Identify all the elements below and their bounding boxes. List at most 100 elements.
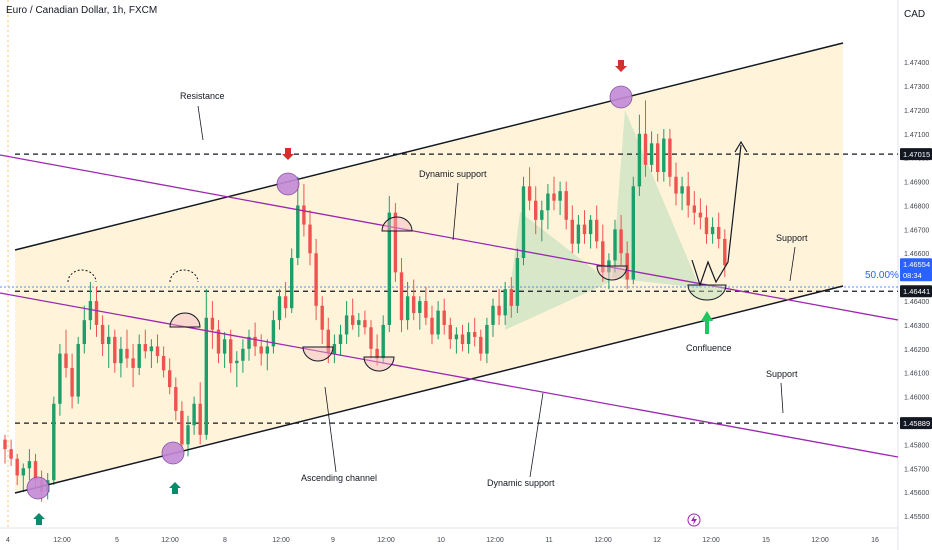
candle [424, 286, 428, 325]
y-tick-label: 1.47200 [904, 108, 929, 115]
x-tick-label: 12:00 [377, 537, 395, 544]
candle [64, 329, 68, 378]
candle [570, 205, 574, 254]
x-tick-label: 16 [871, 537, 879, 544]
touch-marker-circle [609, 85, 633, 109]
candle [485, 317, 489, 364]
candle [15, 453, 19, 485]
candle [399, 258, 404, 333]
touch-marker-circle [26, 476, 50, 500]
candle [680, 176, 684, 211]
y-tick-label: 1.46700 [904, 227, 929, 234]
candle [351, 298, 355, 330]
fib-50-label: 50.00% [865, 270, 899, 281]
highlight-arc [596, 265, 628, 281]
channel-upper-line [14, 42, 844, 251]
candle [326, 317, 330, 364]
candle [94, 286, 99, 337]
down-arrow-icon [282, 148, 294, 160]
x-tick-label: 4 [6, 537, 10, 544]
highlight-arc [302, 346, 334, 362]
x-tick-label: 8 [223, 537, 227, 544]
candle [52, 396, 56, 485]
candle [119, 336, 123, 378]
dynamic-support-upper-line [0, 154, 899, 321]
y-tick-label: 1.46400 [904, 299, 929, 306]
candle [125, 329, 129, 368]
candle [546, 183, 550, 230]
candle [180, 401, 184, 454]
candle [631, 176, 635, 285]
candle [460, 324, 465, 352]
x-tick-label: 12:00 [272, 537, 290, 544]
x-tick-label: 12:00 [594, 537, 612, 544]
up-arrow-icon [169, 482, 181, 494]
candle [503, 281, 507, 325]
annotation-resistance-label: Resistance [180, 91, 225, 101]
candle [601, 224, 605, 282]
candle [210, 301, 215, 349]
candle [698, 198, 703, 230]
x-tick-label: 11 [545, 537, 552, 544]
y-tick-label: 1.47400 [904, 60, 929, 67]
candle [369, 320, 373, 359]
candle [430, 305, 434, 345]
price-badge-current: 1.46554 [900, 258, 932, 271]
candle [643, 100, 648, 177]
candle [107, 324, 111, 368]
candle [277, 289, 282, 330]
candle [149, 339, 154, 368]
candle [393, 203, 398, 282]
candle [308, 210, 312, 266]
touch-marker-circle [161, 441, 185, 465]
annotation-dynamic-support-upper-label: Dynamic support [419, 169, 487, 179]
x-tick-label: 9 [331, 537, 335, 544]
candle [357, 312, 361, 337]
candle [3, 434, 7, 464]
candle [405, 281, 410, 330]
candle [448, 317, 452, 349]
dashed-peak-arc [67, 269, 97, 283]
candle [137, 334, 141, 376]
candle [320, 296, 324, 345]
candle [656, 133, 660, 182]
candle [241, 339, 245, 373]
candle [534, 186, 538, 235]
price-badge-resistance: 1.47015 [900, 148, 932, 161]
candle [283, 281, 288, 318]
candle [668, 129, 672, 187]
x-tick-label: 12:00 [486, 537, 504, 544]
candle [576, 215, 581, 254]
annotation-pointer-line [452, 182, 459, 241]
highlight-arc [687, 284, 727, 301]
svg-text:1.47015: 1.47015 [903, 150, 930, 159]
candle [637, 114, 642, 196]
chart-title: Euro / Canadian Dollar, 1h, FXCM [6, 5, 158, 16]
candle [143, 329, 147, 359]
currency-label: CAD [904, 9, 926, 20]
candle [479, 329, 483, 361]
candle [76, 336, 80, 404]
candle [100, 315, 105, 356]
candle [290, 248, 294, 313]
candle [497, 289, 501, 325]
annotation-confluence-label: Confluence [686, 343, 732, 353]
y-tick-label: 1.46600 [904, 251, 929, 258]
candle [222, 332, 227, 368]
candle [412, 279, 416, 321]
candle [619, 215, 623, 266]
candle [27, 449, 32, 481]
highlight-arc [363, 356, 395, 372]
annotation-support-upper-label: Support [776, 233, 808, 243]
annotation-pointer-line [780, 382, 784, 414]
candle [436, 301, 440, 340]
candle [521, 176, 526, 266]
candle [161, 346, 166, 378]
annotation-support-lower-label: Support [766, 369, 798, 379]
candle [710, 217, 715, 244]
touch-marker-circle [276, 172, 300, 196]
pattern-triangle-left [505, 212, 610, 330]
candle [595, 205, 599, 249]
y-tick-label: 1.46000 [904, 395, 929, 402]
